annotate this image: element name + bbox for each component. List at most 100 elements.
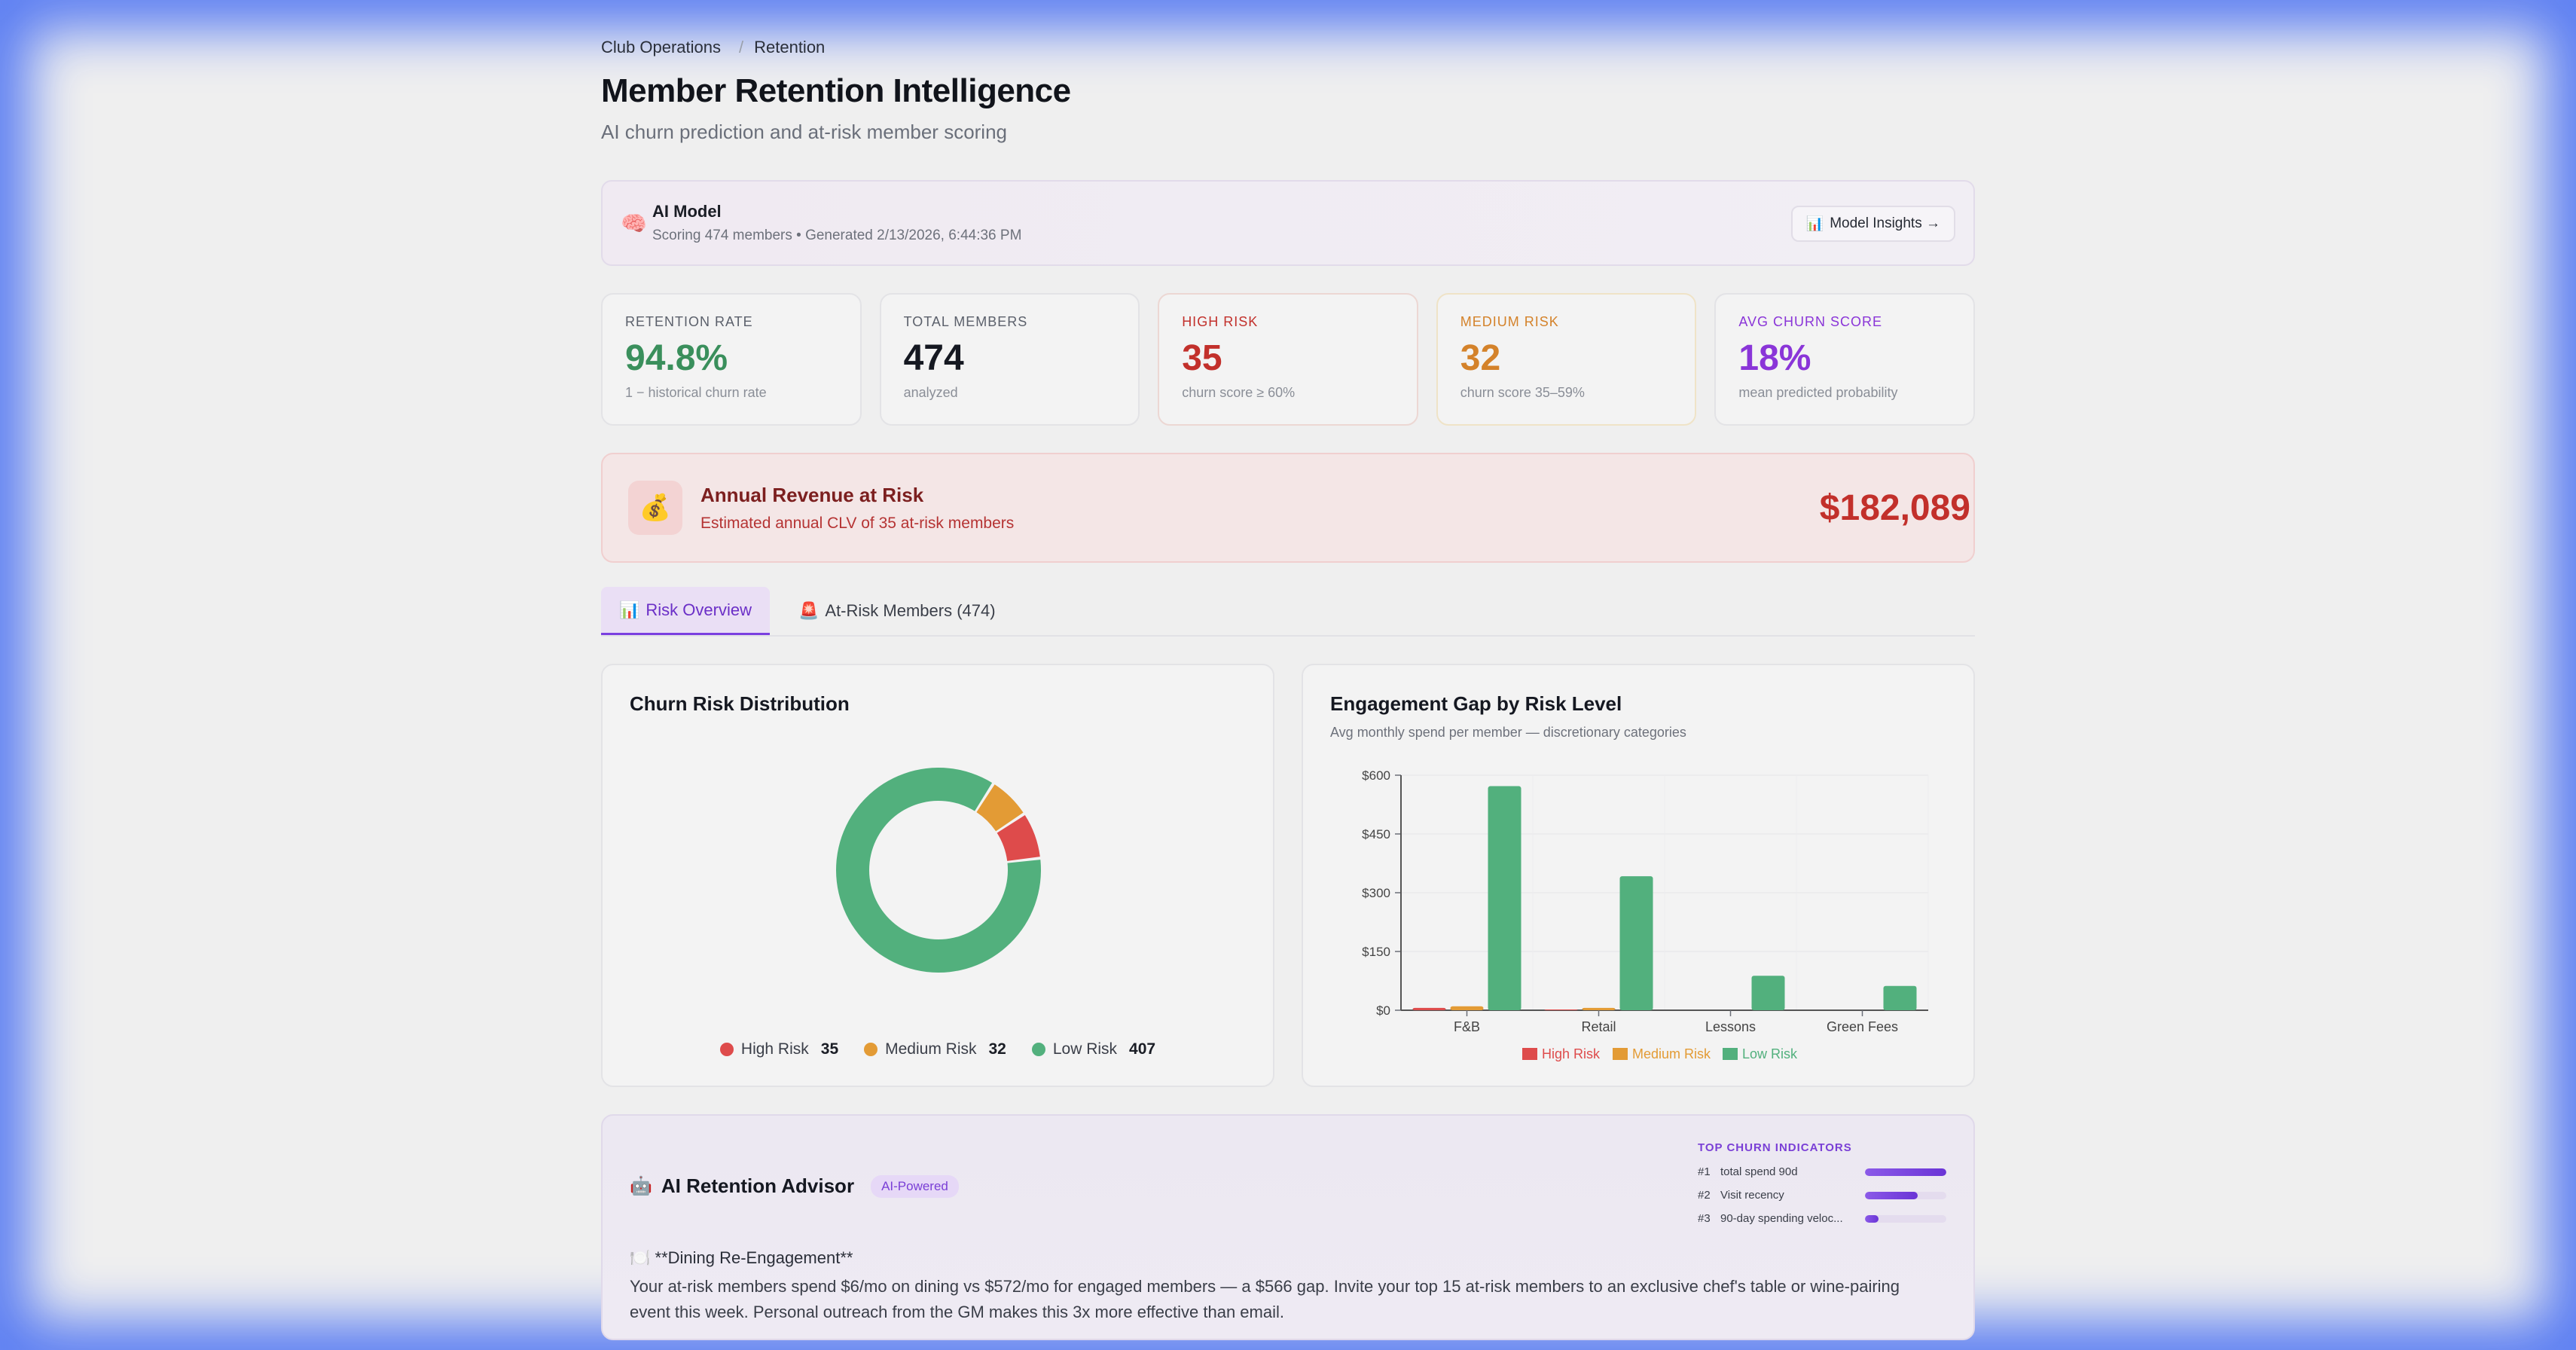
indicator-row: #2 Visit recency — [1698, 1184, 1946, 1207]
donut-slice-medium-risk — [976, 784, 1024, 832]
recommendation-body: Your at-risk members spend $6/mo on dini… — [630, 1277, 1900, 1321]
indicator-bar — [1865, 1191, 1946, 1199]
tab-label: At-Risk Members (474) — [825, 601, 996, 620]
legend-label: Medium Risk — [1632, 1046, 1711, 1061]
recommendation-heading: 🍽️ **Dining Re-Engagement** — [630, 1248, 853, 1267]
tab-label: Risk Overview — [646, 600, 752, 619]
model-insights-button[interactable]: 📊 Model Insights → — [1790, 206, 1955, 242]
breadcrumb-separator: / — [738, 38, 744, 57]
donut-slice-high-risk — [997, 815, 1040, 861]
y-tick-label: $150 — [1362, 945, 1390, 959]
legend-label: Low Risk — [1742, 1046, 1798, 1061]
kpi-label: RETENTION RATE — [625, 314, 753, 329]
kpi-label: MEDIUM RISK — [1460, 314, 1559, 329]
breadcrumb-current: Retention — [754, 38, 826, 57]
legend-label: Low Risk — [1052, 1040, 1118, 1058]
bar-medium-risk — [1450, 1006, 1484, 1010]
y-tick-label: $300 — [1362, 886, 1390, 900]
indicator-bar — [1865, 1168, 1946, 1176]
siren-icon: 🚨 — [798, 601, 819, 620]
page-title: Member Retention Intelligence — [601, 72, 1071, 109]
indicators-title: TOP CHURN INDICATORS — [1698, 1141, 1852, 1154]
charts-row: Churn Risk Distribution High Risk 35 Med… — [601, 664, 1975, 1087]
tab-risk-overview[interactable]: 📊 Risk Overview — [601, 587, 770, 635]
breadcrumb-parent[interactable]: Club Operations — [601, 38, 721, 57]
legend-count: 32 — [988, 1040, 1006, 1058]
money-bag-icon: 💰 — [628, 481, 682, 535]
kpi-row: RETENTION RATE 94.8% 1 − historical chur… — [601, 293, 1975, 426]
brain-icon: 🧠 — [621, 211, 647, 235]
y-tick-label: $0 — [1376, 1003, 1390, 1018]
kpi-card-retention-rate: RETENTION RATE 94.8% 1 − historical chur… — [601, 293, 862, 426]
legend-count: 35 — [820, 1040, 839, 1058]
indicator-label: total spend 90d — [1720, 1165, 1798, 1178]
indicator-label: Visit recency — [1720, 1189, 1784, 1202]
indicator-row: #1 total spend 90d — [1698, 1160, 1946, 1184]
model-status-bar: 🧠 AI Model Scoring 474 members • Generat… — [601, 180, 1975, 266]
kpi-subtext: analyzed — [903, 385, 958, 400]
indicator-bar — [1865, 1214, 1946, 1223]
revenue-amount: $182,089 — [1819, 487, 1970, 528]
kpi-label: HIGH RISK — [1182, 314, 1259, 329]
x-tick-label: F&B — [1454, 1019, 1480, 1034]
card-subtitle: Avg monthly spend per member — discretio… — [1330, 725, 1686, 740]
legend-swatch — [1031, 1043, 1045, 1056]
engagement-gap-card: Engagement Gap by Risk Level Avg monthly… — [1302, 664, 1975, 1087]
y-tick-label: $600 — [1362, 768, 1390, 783]
robot-icon: 🤖 — [630, 1176, 652, 1196]
bar-low-risk — [1751, 976, 1785, 1010]
ai-powered-badge: AI-Powered — [871, 1174, 959, 1198]
indicator-rank: #2 — [1698, 1189, 1711, 1202]
indicator-rank: #3 — [1698, 1212, 1711, 1225]
x-tick-label: Retail — [1581, 1019, 1616, 1034]
revenue-title: Annual Revenue at Risk — [700, 483, 924, 506]
kpi-value: 474 — [903, 338, 964, 378]
legend-item-medium-risk[interactable]: Medium Risk 32 — [864, 1040, 1006, 1058]
kpi-card-avg-churn-score: AVG CHURN SCORE 18% mean predicted proba… — [1714, 293, 1975, 426]
indicator-bar-fill — [1865, 1168, 1946, 1176]
kpi-card-medium-risk: MEDIUM RISK 32 churn score 35–59% — [1436, 293, 1697, 426]
legend-swatch — [1723, 1048, 1738, 1060]
kpi-label: AVG CHURN SCORE — [1738, 314, 1883, 329]
bar-high-risk — [1544, 1009, 1578, 1010]
indicator-row: #3 90-day spending veloc... — [1698, 1207, 1946, 1230]
page-subtitle: AI churn prediction and at-risk member s… — [601, 121, 1008, 143]
indicator-bar-fill — [1865, 1191, 1918, 1199]
kpi-card-total-members: TOTAL MEMBERS 474 analyzed — [879, 293, 1140, 426]
tab-at-risk-members[interactable]: 🚨 At-Risk Members (474) — [780, 587, 1014, 635]
ai-retention-advisor: 🤖 AI Retention Advisor AI-Powered TOP CH… — [601, 1114, 1975, 1340]
model-meta: Scoring 474 members • Generated 2/13/202… — [652, 228, 1022, 243]
bar-medium-risk — [1582, 1007, 1616, 1010]
y-tick-label: $450 — [1362, 827, 1390, 841]
legend-item-high-risk[interactable]: High Risk 35 — [719, 1040, 839, 1058]
model-name: AI Model — [652, 202, 722, 221]
kpi-value: 94.8% — [625, 338, 728, 378]
x-tick-label: Green Fees — [1827, 1019, 1898, 1034]
legend-item-low-risk[interactable]: Low Risk 407 — [1031, 1040, 1156, 1058]
indicator-bar-fill — [1865, 1214, 1879, 1223]
kpi-subtext: mean predicted probability — [1738, 385, 1898, 400]
legend-swatch — [1613, 1048, 1628, 1060]
legend-count: 407 — [1129, 1040, 1156, 1058]
revenue-subtitle: Estimated annual CLV of 35 at-risk membe… — [700, 514, 1015, 532]
bar-chart-icon: 📊 — [1805, 216, 1824, 232]
kpi-value: 35 — [1182, 338, 1222, 378]
kpi-subtext: churn score 35–59% — [1460, 385, 1585, 400]
bar-high-risk — [1412, 1007, 1446, 1010]
legend-label: High Risk — [1542, 1046, 1601, 1061]
kpi-value: 32 — [1460, 338, 1501, 378]
x-tick-label: Lessons — [1705, 1019, 1756, 1034]
card-title: Engagement Gap by Risk Level — [1330, 692, 1622, 715]
donut-legend: High Risk 35 Medium Risk 32 Low Risk 407 — [603, 1040, 1273, 1058]
kpi-value: 18% — [1738, 338, 1811, 378]
legend-label: Medium Risk — [885, 1040, 977, 1058]
breadcrumb: Club Operations / Retention — [601, 35, 1975, 60]
donut-chart — [836, 768, 1041, 973]
kpi-subtext: churn score ≥ 60% — [1182, 385, 1296, 400]
bar-chart: $0 $150 $300 $450 $600 F&B Retail Lessons Green … — [1362, 768, 1929, 1061]
bar-low-risk — [1619, 876, 1653, 1010]
advisor-title: AI Retention Advisor — [661, 1174, 855, 1197]
kpi-subtext: 1 − historical churn rate — [625, 385, 767, 400]
legend-swatch — [864, 1043, 878, 1056]
